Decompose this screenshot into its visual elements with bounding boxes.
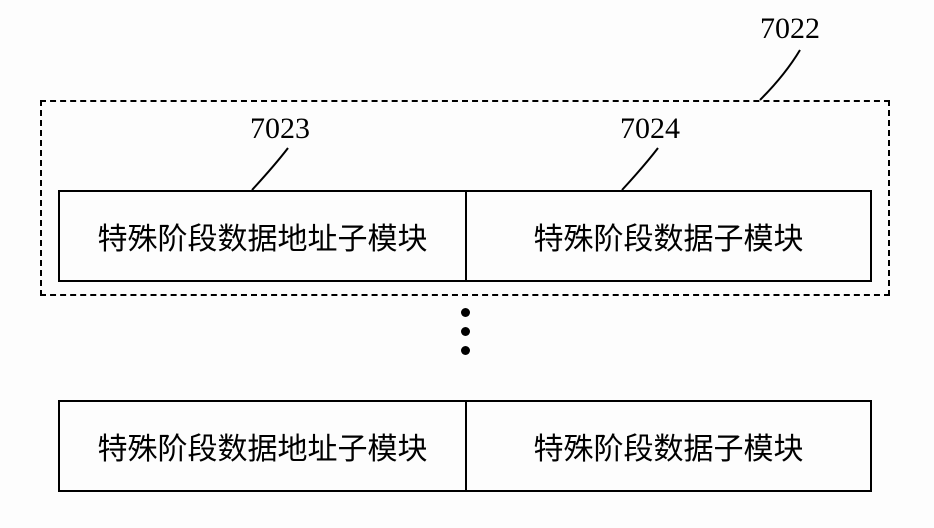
entry-row-bottom: 特殊阶段数据地址子模块 特殊阶段数据子模块 (58, 400, 872, 492)
address-submodule-cell: 特殊阶段数据地址子模块 (60, 192, 465, 280)
ellipsis-dots (461, 308, 470, 355)
entry-row-top: 特殊阶段数据地址子模块 特殊阶段数据子模块 (58, 190, 872, 282)
dot-icon (461, 346, 470, 355)
dot-icon (461, 308, 470, 317)
diagram-canvas: 7022 7023 7024 特殊阶段数据地址子模块 特殊阶段数据子模块 特殊阶… (0, 0, 934, 528)
data-submodule-cell: 特殊阶段数据子模块 (465, 192, 870, 280)
address-submodule-cell: 特殊阶段数据地址子模块 (60, 402, 465, 490)
dot-icon (461, 327, 470, 336)
data-submodule-cell: 特殊阶段数据子模块 (465, 402, 870, 490)
